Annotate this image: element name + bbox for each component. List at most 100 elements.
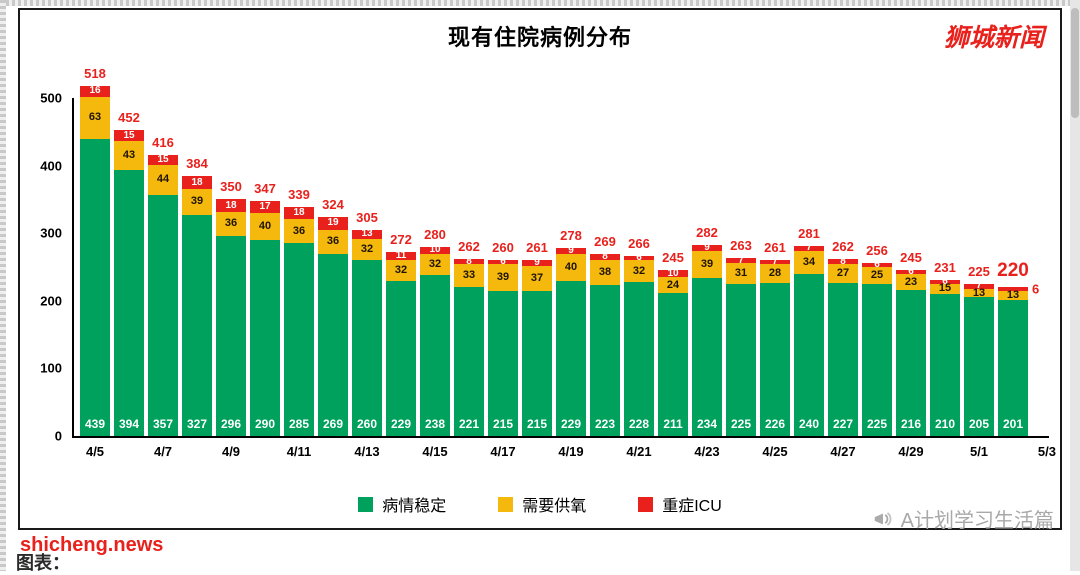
segment-oxy: 36: [284, 219, 314, 244]
segment-value: 36: [224, 217, 238, 230]
x-tick-label: 4/25: [762, 444, 788, 459]
total-label: 256: [866, 242, 888, 258]
segment-value: 40: [564, 261, 578, 274]
site-text: shicheng.news: [20, 534, 164, 556]
segment-oxy: 40: [556, 254, 586, 282]
x-tick-label: 4/5: [85, 444, 105, 459]
segment-oxy: 37: [522, 265, 552, 291]
segment-value: 32: [394, 263, 408, 276]
segment-value: 6: [908, 266, 914, 278]
y-tick-label: 200: [40, 293, 62, 309]
segment-stable: 290: [250, 239, 280, 436]
bar-group: 282 9 39 234 4/23: [690, 98, 724, 459]
segment-stable: 439: [80, 139, 110, 436]
segment-oxy: 33: [454, 264, 484, 287]
total-label: 416: [152, 134, 174, 150]
bar-stack: 6 25 225: [862, 260, 892, 436]
bar-stack: 9 39 234: [692, 242, 722, 436]
bar-group: 256 6 25 225: [860, 98, 894, 436]
segment-value: 260: [356, 417, 378, 431]
segment-value: 228: [628, 417, 650, 431]
bar-stack: 9 37 215: [522, 256, 552, 436]
x-tick-label: 5/1: [969, 444, 989, 459]
credit-text: A计划学习生活篇: [900, 510, 1054, 532]
segment-value: 27: [836, 266, 850, 279]
segment-value: 39: [190, 195, 204, 208]
segment-icu: 8: [828, 256, 858, 266]
legend-item: 病情稳定: [358, 492, 446, 516]
bar-stack: 17 40 290: [250, 201, 280, 436]
bar-group: 324 19 36 269: [316, 98, 350, 436]
segment-stable: 216: [896, 289, 926, 436]
bar-group: 347 17 40 290: [248, 98, 282, 436]
total-label: 261: [526, 239, 548, 255]
segment-stable: 215: [488, 290, 518, 436]
segment-icu: 7: [726, 255, 756, 265]
segment-value: 36: [326, 235, 340, 248]
bar-stack: 18 39 327: [182, 176, 212, 436]
bar-group: 261 7 28 226 4/25: [758, 98, 792, 459]
segment-value: 221: [458, 417, 480, 431]
total-label: 266: [628, 236, 650, 252]
x-tick-label: 4/13: [354, 444, 380, 459]
segment-value: 13: [1006, 289, 1020, 302]
segment-value: 13: [972, 286, 986, 299]
bar-row: 518 16 63 439 4/5 452 15 43 394 416 15 44 357 4/7 384 1…: [78, 66, 1056, 459]
total-label: 262: [458, 238, 480, 254]
segment-oxy: 15: [930, 283, 960, 295]
legend-label: 重症ICU: [662, 498, 722, 515]
segment-value: 223: [594, 417, 616, 431]
segment-value: 6: [500, 256, 506, 268]
segment-value: 6: [942, 275, 948, 287]
segment-value: 15: [123, 129, 135, 141]
segment-oxy: 25: [862, 267, 892, 284]
segment-value: 18: [293, 206, 305, 218]
segment-value: 36: [292, 224, 306, 237]
bar-group: 220 6 13 201: [996, 98, 1039, 436]
megaphone-icon: [872, 508, 894, 530]
bar-stack: 13 32 260: [352, 229, 382, 436]
chart-title: 现有住院病例分布: [447, 25, 632, 50]
bar-group: 272 11 32 229: [384, 98, 418, 436]
bar-group: 305 13 32 260 4/13: [350, 98, 384, 459]
segment-value: 10: [429, 244, 441, 256]
segment-value: 229: [390, 417, 412, 431]
segment-oxy: 43: [114, 140, 144, 170]
segment-value: 9: [704, 242, 710, 254]
segment-icu: 9: [522, 256, 552, 268]
right-scrollbar[interactable]: [1070, 0, 1080, 571]
segment-value: 9: [534, 256, 540, 268]
segment-oxy: 36: [318, 229, 348, 255]
segment-value: 226: [764, 417, 786, 431]
segment-value: 238: [424, 417, 446, 431]
segment-value: 6: [636, 252, 642, 264]
legend-swatch: [638, 496, 654, 512]
bar-group: 262 8 27 227 4/27: [826, 98, 860, 459]
total-label: 350: [220, 179, 242, 195]
segment-value: 40: [258, 219, 272, 232]
segment-icu: 9: [556, 246, 586, 256]
legend: 病情稳定 需要供氧 重症ICU: [20, 492, 1060, 516]
scrollbar-thumb[interactable]: [1071, 8, 1079, 118]
segment-oxy: 13: [998, 289, 1028, 302]
segment-value: 210: [934, 417, 956, 431]
segment-value: 25: [870, 268, 884, 281]
bar-stack: 8 33 221: [454, 256, 484, 436]
segment-value: 215: [526, 417, 548, 431]
segment-oxy: 40: [250, 212, 280, 240]
segment-icu: 19: [318, 216, 348, 230]
segment-stable: 210: [930, 294, 960, 436]
segment-value: 216: [900, 417, 922, 431]
segment-value: 28: [768, 267, 782, 280]
segment-stable: 269: [318, 254, 348, 436]
x-tick-label: 4/7: [153, 444, 173, 459]
segment-icu: 6: [862, 260, 892, 270]
x-tick-label: 4/15: [422, 444, 448, 459]
segment-oxy: 31: [726, 262, 756, 284]
chart-panel: 现有住院病例分布 狮城新闻 0 100 200 300 400 500 518 16 63 43…: [18, 8, 1062, 530]
segment-value: 234: [696, 417, 718, 431]
segment-value: 32: [360, 242, 374, 255]
segment-icu: 18: [182, 176, 212, 189]
bar-stack: 9 40 229: [556, 246, 586, 436]
watermark: 狮城新闻: [943, 23, 1044, 52]
